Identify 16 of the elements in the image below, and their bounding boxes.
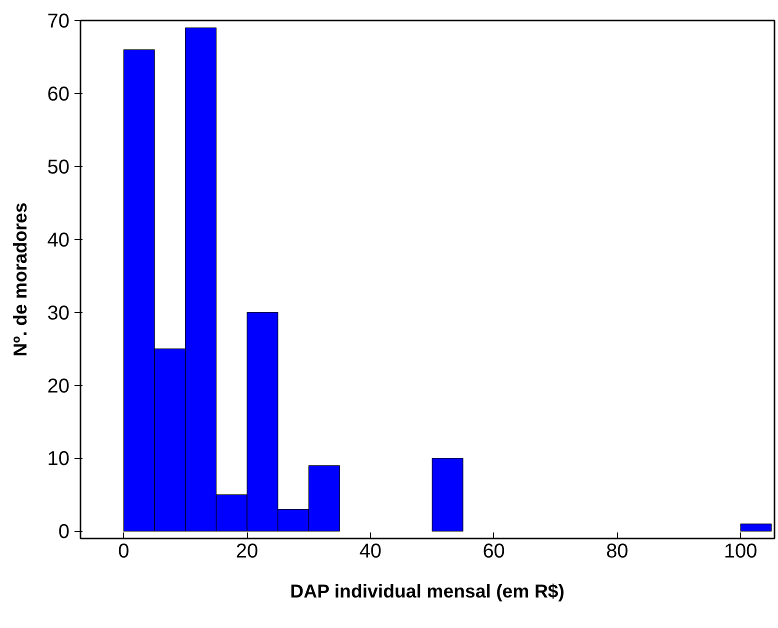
- x-tick-label: 0: [118, 540, 130, 562]
- y-tick-label: 50: [47, 156, 70, 178]
- x-tick-label: 20: [236, 540, 258, 562]
- y-tick-label: 30: [47, 302, 70, 324]
- x-tick-label: 60: [482, 540, 505, 562]
- y-tick-label: 40: [47, 229, 70, 252]
- y-tick-label: 70: [47, 10, 70, 32]
- x-tick-label: 40: [359, 540, 382, 562]
- y-tick-label: 60: [47, 83, 70, 106]
- x-axis-title: DAP individual mensal (em R$): [290, 580, 565, 602]
- y-tick-label: 0: [58, 521, 70, 544]
- y-tick-label: 20: [47, 375, 70, 398]
- x-tick-label: 100: [724, 540, 758, 562]
- y-tick-label: 10: [47, 448, 70, 470]
- y-axis-title: Nº. de moradores: [9, 202, 30, 357]
- x-tick-label: 80: [606, 540, 628, 562]
